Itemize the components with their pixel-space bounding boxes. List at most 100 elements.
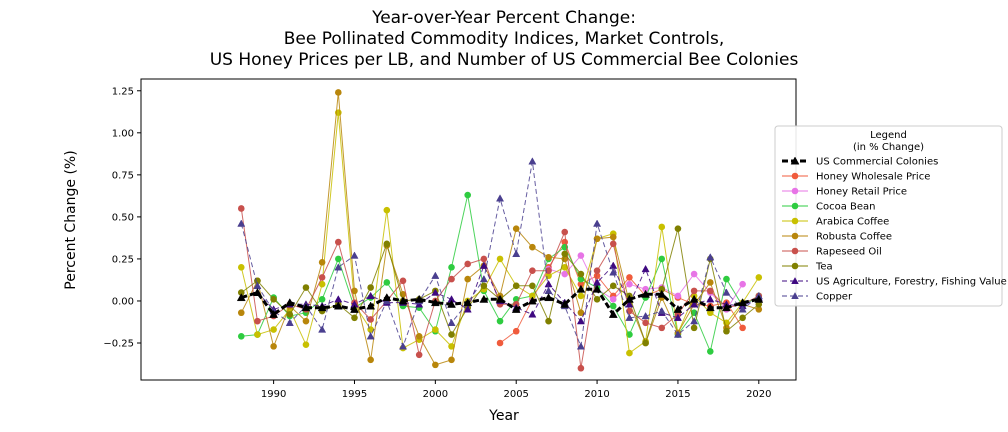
x-tick-label: 2015 xyxy=(665,389,690,400)
data-point xyxy=(237,219,246,227)
data-point xyxy=(464,275,471,283)
data-point xyxy=(625,313,634,321)
data-point xyxy=(431,271,440,279)
data-point xyxy=(367,356,374,364)
data-point xyxy=(479,274,488,283)
legend-item-robusta-coffee: Robusta Coffee xyxy=(782,232,892,243)
series-us-commercial-colonies xyxy=(236,284,764,318)
data-point xyxy=(512,249,521,258)
data-point xyxy=(237,289,245,296)
data-point xyxy=(334,295,343,303)
legend-label: Tea xyxy=(815,262,833,273)
series-line xyxy=(257,264,760,323)
legend-label: Arabica Coffee xyxy=(816,217,889,228)
data-point xyxy=(448,343,455,350)
data-point xyxy=(738,305,747,313)
data-point xyxy=(447,299,456,308)
data-point xyxy=(237,264,245,271)
data-point xyxy=(334,263,343,271)
legend-swatch-marker xyxy=(791,247,799,255)
data-point xyxy=(237,309,245,317)
data-point xyxy=(496,255,504,263)
data-point xyxy=(642,319,649,327)
data-point xyxy=(593,219,602,227)
data-point xyxy=(738,298,748,307)
x-tick-label: 2010 xyxy=(584,389,609,400)
legend-item-us-agriculture-forestry-fishing-value: US Agriculture, Forestry, Fishing Value xyxy=(782,277,1007,288)
data-point xyxy=(705,303,715,312)
data-point xyxy=(318,325,327,333)
data-point xyxy=(657,306,666,315)
legend-swatch-marker xyxy=(791,232,799,240)
data-point xyxy=(658,324,666,332)
data-point xyxy=(479,261,488,269)
data-point xyxy=(237,205,245,212)
data-point xyxy=(609,240,617,248)
legend-label: Honey Wholesale Price xyxy=(816,172,930,183)
data-point xyxy=(399,277,407,285)
y-axis-label: Percent Change (%) xyxy=(63,150,79,289)
data-point xyxy=(367,284,374,291)
legend-item-arabica-coffee: Arabica Coffee xyxy=(782,217,889,228)
legend-label: US Agriculture, Forestry, Fishing Value xyxy=(816,277,1007,288)
data-point xyxy=(254,317,261,325)
x-tick-label: 2005 xyxy=(503,389,528,400)
data-point xyxy=(448,356,455,364)
data-point xyxy=(318,258,326,266)
data-point xyxy=(511,304,521,313)
legend-item-tea: Tea xyxy=(782,262,833,273)
data-point xyxy=(527,296,537,305)
data-point xyxy=(577,280,585,288)
data-point xyxy=(479,294,489,303)
data-point xyxy=(690,317,699,325)
data-point xyxy=(269,309,279,318)
data-point xyxy=(448,275,455,283)
data-point xyxy=(415,332,423,340)
data-point xyxy=(626,274,633,281)
data-point xyxy=(414,294,424,303)
data-point xyxy=(447,318,456,326)
data-point xyxy=(528,310,537,318)
data-point xyxy=(512,282,520,290)
x-tick-label: 1995 xyxy=(342,389,367,400)
data-point xyxy=(706,287,714,295)
y-tick-label: 0.75 xyxy=(112,170,134,181)
data-point xyxy=(673,304,683,313)
series-group xyxy=(236,89,764,372)
data-point xyxy=(351,314,358,322)
legend: Legend(in % Change) US Commercial Colonie… xyxy=(774,125,1007,307)
data-point xyxy=(544,286,553,295)
data-point xyxy=(544,293,553,302)
data-point xyxy=(237,332,245,340)
x-axis: 1990 1995 2000 2005 2010 2015 2020 xyxy=(261,380,772,400)
legend-swatch-marker xyxy=(791,262,799,270)
data-point xyxy=(722,288,731,296)
data-point xyxy=(301,303,311,312)
data-point xyxy=(496,339,504,347)
data-point xyxy=(415,351,423,359)
x-tick-label: 1990 xyxy=(261,389,286,400)
data-point xyxy=(706,348,714,355)
legend-label: Cocoa Bean xyxy=(816,202,876,213)
data-point xyxy=(642,285,649,293)
data-point xyxy=(658,255,666,263)
data-point xyxy=(625,300,634,308)
data-point xyxy=(641,311,650,320)
data-point xyxy=(463,305,472,313)
legend-swatch-marker xyxy=(791,172,799,180)
series-tea xyxy=(237,225,763,347)
data-point xyxy=(335,255,342,263)
data-point xyxy=(529,267,536,274)
data-point xyxy=(464,191,471,199)
data-point xyxy=(626,331,633,338)
data-point xyxy=(333,301,343,310)
data-point xyxy=(285,298,295,307)
data-point xyxy=(432,361,439,369)
data-point xyxy=(302,317,310,325)
data-point xyxy=(674,225,682,232)
data-point xyxy=(366,332,375,340)
legend-label: Rapeseed Oil xyxy=(816,247,882,258)
y-tick-label: −0.25 xyxy=(103,339,134,350)
data-point xyxy=(528,157,537,165)
